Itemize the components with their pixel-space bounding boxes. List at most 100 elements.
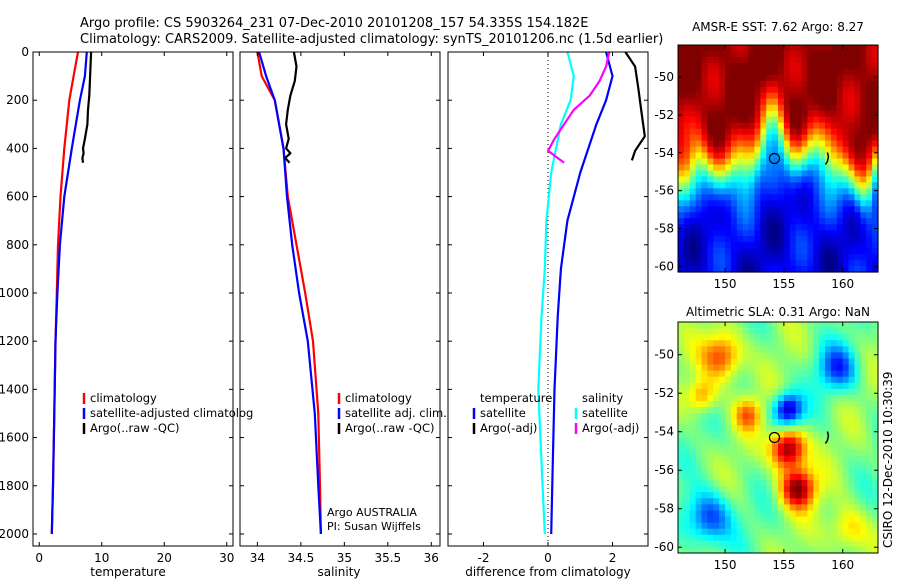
heatmap-cell: [760, 328, 767, 335]
heatmap-cell: [772, 50, 779, 58]
heatmap-cell: [801, 45, 809, 52]
heatmap-cell: [795, 236, 803, 243]
heatmap-cell: [866, 176, 873, 183]
heatmap-cell: [854, 443, 861, 451]
heatmap-cell: [695, 104, 703, 112]
heatmap-cell: [783, 236, 791, 243]
heatmap-cell: [683, 140, 691, 148]
heatmap-cell: [748, 206, 756, 213]
heatmap-cell: [801, 461, 809, 469]
sla-ticks: 150 155 160-50-52-54-56-58-60: [654, 322, 878, 572]
heatmap-cell: [725, 394, 732, 402]
heatmap-cell: [783, 104, 791, 112]
heatmap-cell: [848, 522, 856, 530]
heatmap-cell: [795, 504, 803, 512]
heatmap-cell: [836, 425, 844, 433]
heatmap-cell: [789, 254, 797, 261]
heatmap-cell: [678, 425, 685, 433]
salinity-lines: [256, 51, 322, 535]
heatmap-cell: [766, 449, 773, 457]
heatmap-cell: [819, 212, 826, 219]
heatmap-cell: [813, 431, 820, 439]
heatmap-cell: [783, 540, 791, 548]
heatmap-cell: [830, 328, 838, 335]
heatmap-cell: [819, 546, 826, 554]
heatmap-cell: [860, 443, 867, 451]
heatmap-cell: [736, 419, 744, 426]
heatmap-cell: [830, 449, 838, 457]
heatmap-cell: [778, 467, 785, 475]
heatmap-cell: [848, 200, 856, 207]
heatmap-cell: [754, 45, 761, 52]
heatmap-cell: [719, 188, 726, 195]
heatmap-cell: [860, 176, 867, 183]
heatmap-cell: [783, 352, 791, 360]
heatmap-cell: [760, 188, 767, 195]
temperature-frame: [32, 51, 234, 547]
heatmap-cell: [766, 45, 773, 52]
heatmap-cell: [801, 340, 809, 347]
heatmap-cell: [778, 254, 785, 261]
heatmap-cell: [736, 431, 744, 439]
heatmap-cell: [830, 98, 838, 106]
heatmap-cell: [754, 170, 761, 178]
heatmap-cell: [801, 200, 809, 207]
heatmap-cell: [707, 504, 714, 512]
heatmap-cell: [789, 248, 797, 255]
heatmap-cell: [830, 146, 838, 154]
heatmap-cell: [760, 68, 767, 76]
heatmap-cell: [807, 346, 814, 353]
heatmap-cell: [754, 158, 761, 166]
heatmap-cell: [836, 358, 844, 366]
heatmap-cell: [842, 56, 850, 64]
heatmap-cell: [760, 382, 767, 390]
heatmap-cell: [678, 248, 685, 255]
heatmap-cell: [707, 158, 714, 166]
heatmap-cell: [754, 346, 761, 353]
heatmap-cell: [730, 110, 738, 118]
heatmap-cell: [813, 522, 820, 530]
side-timestamp: CSIRO 12-Dec-2010 10:30:39: [881, 371, 895, 548]
heatmap-cell: [730, 68, 738, 76]
heatmap-cell: [736, 188, 744, 195]
heatmap-cell: [825, 546, 832, 554]
difference-ticks: -2 0 2: [448, 51, 648, 565]
heatmap-cell: [795, 388, 803, 396]
heatmap-cell: [813, 528, 820, 536]
heatmap-cell: [825, 467, 832, 475]
heatmap-cell: [783, 122, 791, 130]
heatmap-cell: [866, 382, 873, 390]
heatmap-cell: [819, 74, 826, 82]
heatmap-cell: [713, 394, 720, 402]
heatmap-cell: [825, 449, 832, 457]
heatmap-cell: [819, 516, 826, 524]
heatmap-cell: [830, 431, 838, 439]
heatmap-cell: [701, 74, 709, 82]
heatmap-cell: [848, 510, 856, 518]
heatmap-cell: [813, 128, 820, 136]
heatmap-cell: [742, 206, 750, 213]
heatmap-cell: [689, 510, 697, 518]
heatmap-cell: [872, 461, 879, 469]
heatmap-cell: [689, 394, 697, 402]
float-track: [824, 431, 830, 444]
heatmap-cell: [689, 431, 697, 439]
heatmap-cell: [713, 110, 720, 118]
heatmap-cell: [730, 534, 738, 542]
heatmap-cell: [760, 200, 767, 207]
heatmap-cell: [748, 224, 756, 231]
heatmap-cell: [783, 498, 791, 505]
heatmap-cell: [789, 98, 797, 106]
heatmap-cell: [866, 182, 873, 189]
heatmap-cell: [860, 540, 867, 548]
heatmap-cell: [778, 140, 785, 148]
heatmap-cell: [689, 80, 697, 88]
heatmap-cell: [807, 455, 814, 463]
heatmap-cell: [719, 546, 726, 554]
heatmap-cell: [713, 388, 720, 396]
heatmap-cell: [754, 504, 761, 512]
heatmap-cell: [725, 140, 732, 148]
heatmap-cell: [813, 473, 820, 481]
heatmap-cell: [713, 528, 720, 536]
heatmap-cell: [836, 376, 844, 384]
